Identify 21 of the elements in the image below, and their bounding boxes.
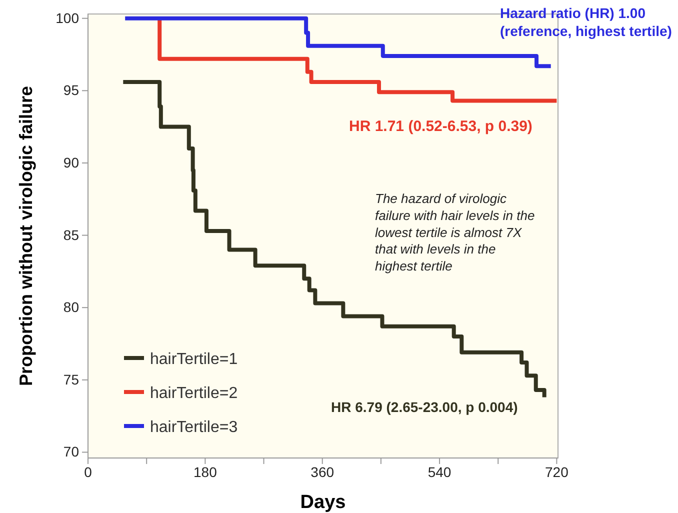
y-tick-label: 100 xyxy=(56,10,80,26)
y-tick-label: 75 xyxy=(63,371,80,388)
y-tick-label: 85 xyxy=(63,226,80,243)
y-tick-label: 70 xyxy=(63,444,80,460)
y-tick-label: 80 xyxy=(63,299,80,316)
legend-label: hairTertile=2 xyxy=(150,385,238,402)
annotation: HR 1.71 (0.52-6.53, p 0.39) xyxy=(349,118,532,135)
x-tick-label: 0 xyxy=(84,464,92,480)
annotation: The hazard of virologic failure with hair levels in the lowest tertile is almost 7X that with levels in the highest tertile xyxy=(375,191,535,274)
x-axis-title: Days xyxy=(300,492,346,513)
x-tick-label: 720 xyxy=(545,464,569,480)
x-tick-label: 360 xyxy=(310,464,334,480)
x-tick-label: 540 xyxy=(428,464,452,480)
annotation: Hazard ratio (HR) 1.00 (reference, highest tertile) xyxy=(500,5,672,40)
legend-label: hairTertile=3 xyxy=(150,419,238,436)
x-tick-label: 180 xyxy=(193,464,218,480)
y-axis-title: Proportion without virologic failure xyxy=(16,86,36,386)
y-tick-label: 90 xyxy=(63,154,80,170)
y-tick-label: 95 xyxy=(63,82,80,98)
annotation: HR 6.79 (2.65-23.00, p 0.004) xyxy=(331,399,518,415)
legend-label: hairTertile=1 xyxy=(150,351,238,368)
